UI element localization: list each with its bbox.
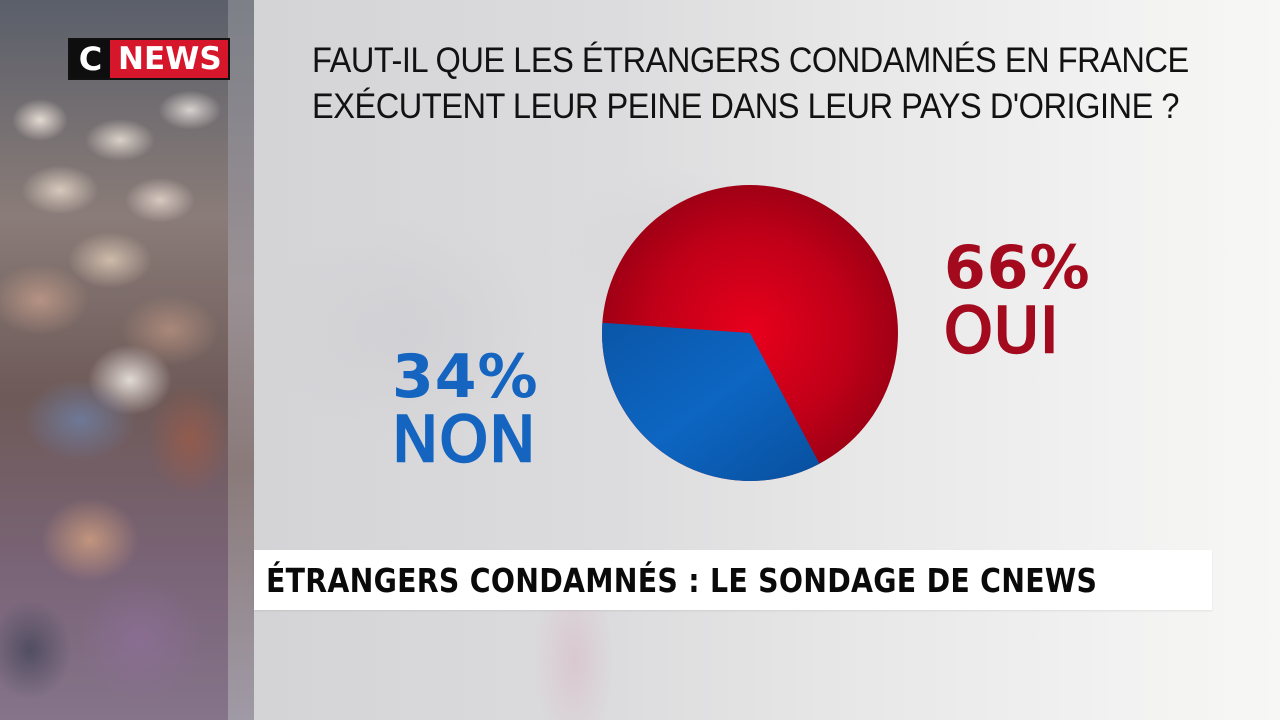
lower-third-banner: ÉTRANGERS CONDAMNÉS : LE SONDAGE DE CNEW… — [254, 550, 1212, 610]
result-non-percent: 34% — [392, 342, 539, 412]
poll-question-line-1: FAUT-IL QUE LES ÉTRANGERS CONDAMNÉS EN F… — [312, 41, 1189, 80]
logo-c: C — [70, 40, 110, 78]
pie-slice-non — [602, 322, 820, 482]
result-oui-percent: 66% — [944, 233, 1091, 303]
pie-chart — [602, 185, 898, 482]
cnews-logo: C NEWS — [68, 38, 230, 80]
crowd-photo-edge — [228, 0, 254, 720]
result-oui: 66% OUI — [943, 233, 1091, 367]
logo-news: NEWS — [110, 40, 228, 78]
poll-question: FAUT-IL QUE LES ÉTRANGERS CONDAMNÉS EN F… — [312, 38, 1189, 130]
poll-question-line-2: EXÉCUTENT LEUR PEINE DANS LEUR PAYS D'OR… — [312, 87, 1180, 126]
crowd-photo-panel — [0, 0, 228, 720]
result-non-label: NON — [391, 403, 537, 476]
banner-headline: ÉTRANGERS CONDAMNÉS : LE SONDAGE DE CNEW… — [266, 560, 1098, 600]
result-oui-label: OUI — [943, 294, 1060, 367]
result-non: 34% NON — [391, 342, 539, 476]
